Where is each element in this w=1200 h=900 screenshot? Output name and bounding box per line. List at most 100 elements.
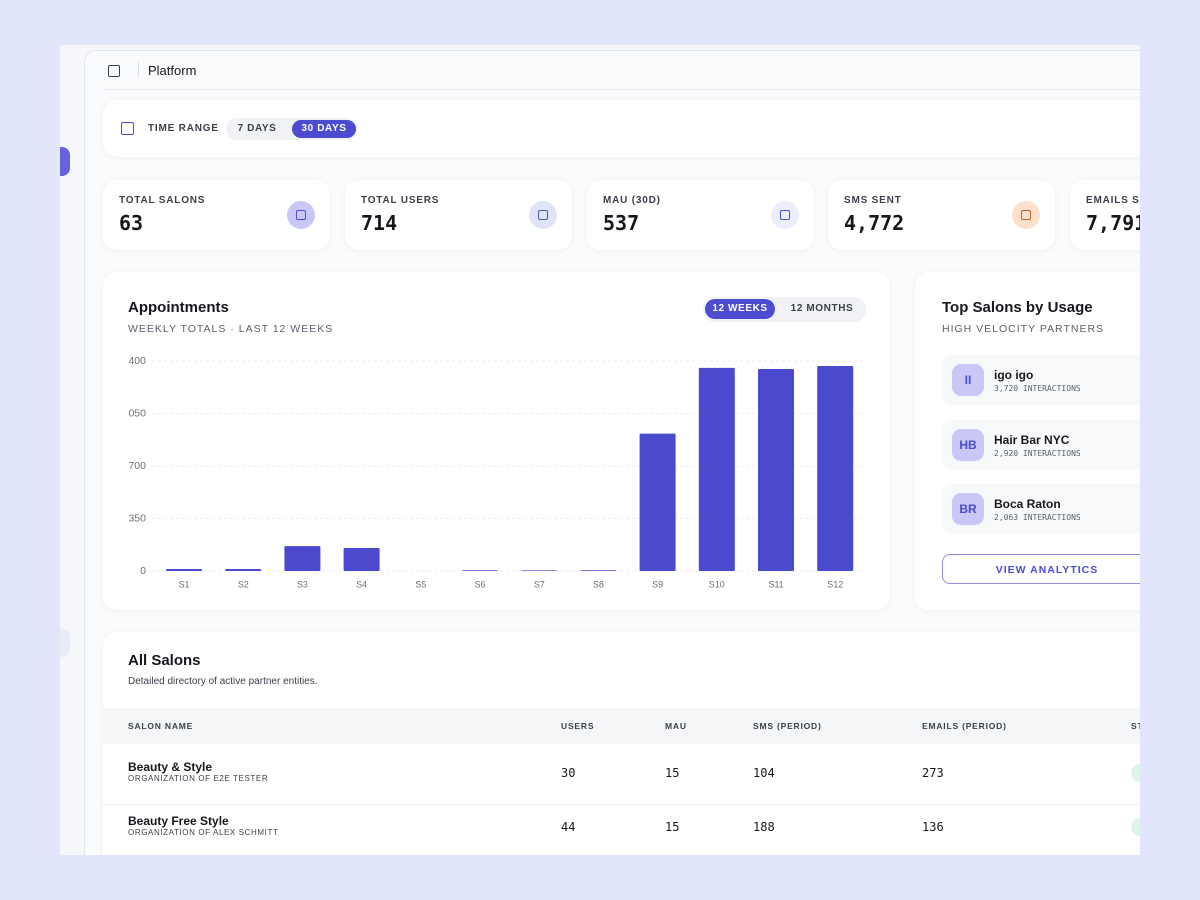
y-tick-label: 0 bbox=[140, 565, 146, 577]
bar bbox=[817, 365, 854, 571]
x-tick-label: S12 bbox=[827, 579, 843, 589]
table-cell: 273 bbox=[922, 766, 944, 780]
table-cell: 136 bbox=[922, 820, 944, 834]
chart-toggle-option[interactable]: 12 MONTHS bbox=[790, 303, 854, 314]
status-badge bbox=[1131, 818, 1140, 836]
chart-title: Appointments bbox=[128, 299, 229, 316]
stat-icon-glyph bbox=[538, 210, 548, 220]
table-cell: 15 bbox=[665, 766, 680, 780]
calendar-icon bbox=[121, 122, 134, 135]
bar bbox=[225, 569, 262, 571]
salon-name: Boca Raton bbox=[994, 497, 1061, 511]
table-cell: 104 bbox=[753, 766, 775, 780]
x-tick-label: S1 bbox=[178, 579, 189, 589]
salon-detail: 2,063 INTERACTIONS bbox=[994, 513, 1081, 522]
bar bbox=[462, 570, 498, 571]
top-salons-subtitle: HIGH VELOCITY PARTNERS bbox=[942, 323, 1105, 335]
salon-detail: 2,920 INTERACTIONS bbox=[994, 448, 1081, 458]
time-range-label: TIME RANGE bbox=[148, 123, 219, 134]
table-title: All Salons bbox=[128, 652, 201, 669]
x-tick-label: S6 bbox=[474, 579, 485, 589]
x-tick-label: S2 bbox=[238, 579, 249, 589]
header-rule bbox=[104, 89, 1140, 90]
column-header: EMAILS (PERIOD) bbox=[922, 721, 1007, 731]
stat-value: 4,772 bbox=[844, 211, 905, 235]
table-cell: 15 bbox=[665, 820, 680, 834]
row-divider bbox=[103, 804, 1140, 805]
x-tick-label: S3 bbox=[297, 579, 308, 589]
stat-icon-glyph bbox=[1021, 210, 1031, 220]
x-tick-label: S4 bbox=[356, 579, 367, 589]
table-subtitle: Detailed directory of active partner ent… bbox=[128, 676, 318, 687]
sidebar-toggle-icon[interactable] bbox=[108, 65, 120, 77]
column-header: STATUS bbox=[1131, 721, 1140, 731]
salon-detail: 3,720 INTERACTIONS bbox=[994, 384, 1081, 393]
bar bbox=[521, 570, 558, 571]
stat-label: MAU (30D) bbox=[603, 195, 661, 206]
salon-name-cell: Beauty Free Style bbox=[128, 814, 229, 828]
y-tick-label: 700 bbox=[128, 460, 146, 472]
x-tick-label: S11 bbox=[768, 579, 783, 589]
y-tick-label: 400 bbox=[128, 355, 146, 367]
stat-value: 7,791 bbox=[1086, 211, 1140, 235]
stat-icon bbox=[287, 201, 315, 229]
stat-icon bbox=[771, 201, 799, 229]
header-divider bbox=[138, 62, 139, 78]
stat-label: EMAILS SENT bbox=[1086, 195, 1140, 206]
column-header: MAU bbox=[665, 721, 687, 731]
chart-toggle-active[interactable]: 12 WEEKS bbox=[705, 299, 775, 319]
range-option[interactable]: 7 DAYS bbox=[237, 123, 277, 134]
bar bbox=[343, 548, 380, 571]
bar bbox=[166, 569, 202, 571]
table-cell: 44 bbox=[561, 820, 576, 834]
stat-card bbox=[1070, 180, 1140, 250]
stat-icon-glyph bbox=[780, 210, 790, 220]
chart-subtitle: WEEKLY TOTALS · LAST 12 WEEKS bbox=[128, 323, 334, 335]
app-window: Platform TIME RANGE 7 DAYS 30 DAYS TOTAL SAL… bbox=[60, 45, 1140, 855]
appointments-chart: 0 350 700 050 400 S1 S2 S3 S4 S5 S6 S7 S8 S9 S10 S11 S12 bbox=[128, 355, 865, 589]
salon-avatar: II bbox=[952, 364, 984, 396]
status-badge bbox=[1131, 764, 1140, 782]
x-tick-label: S8 bbox=[593, 579, 604, 589]
salon-name: Hair Bar NYC bbox=[994, 432, 1070, 447]
stat-value: 714 bbox=[361, 211, 398, 235]
bar bbox=[580, 570, 617, 571]
salon-avatar: HB bbox=[952, 428, 984, 461]
bar bbox=[639, 433, 676, 571]
stat-icon bbox=[529, 201, 557, 229]
y-tick-label: 350 bbox=[128, 512, 146, 524]
bar bbox=[284, 546, 321, 571]
view-analytics-button[interactable]: VIEW ANALYTICS bbox=[942, 554, 1140, 584]
range-option-active[interactable]: 30 DAYS bbox=[292, 120, 356, 138]
x-tick-label: S9 bbox=[652, 579, 663, 589]
stat-label: TOTAL USERS bbox=[361, 195, 440, 206]
stat-label: SMS SENT bbox=[844, 195, 902, 206]
salon-name: igo igo bbox=[994, 368, 1034, 382]
salon-name-cell: Beauty & Style bbox=[128, 760, 213, 774]
salon-org-cell: ORGANIZATION OF E2E TESTER bbox=[128, 774, 269, 783]
stat-icon bbox=[1012, 201, 1040, 229]
table-cell: 30 bbox=[561, 766, 576, 780]
bar bbox=[698, 367, 735, 571]
stat-icon-glyph bbox=[296, 210, 306, 220]
table-cell: 188 bbox=[753, 820, 775, 834]
y-tick-label: 050 bbox=[128, 407, 146, 419]
table-header-row bbox=[103, 708, 1140, 744]
salon-org-cell: ORGANIZATION OF ALEX SCHMITT bbox=[128, 828, 279, 837]
header-title: Platform bbox=[148, 63, 197, 78]
stat-value: 537 bbox=[603, 211, 640, 235]
column-header: USERS bbox=[561, 721, 595, 731]
salon-avatar: BR bbox=[952, 493, 984, 525]
x-tick-label: S10 bbox=[709, 579, 725, 589]
column-header: SMS (PERIOD) bbox=[753, 721, 822, 731]
stat-label: TOTAL SALONS bbox=[119, 195, 206, 206]
sidebar-active-tab[interactable] bbox=[60, 147, 70, 176]
stat-value: 63 bbox=[119, 211, 144, 235]
bar bbox=[758, 368, 794, 571]
x-tick-label: S5 bbox=[415, 579, 426, 589]
column-header: SALON NAME bbox=[128, 721, 194, 731]
top-salons-title: Top Salons by Usage bbox=[942, 299, 1093, 316]
sidebar-tab[interactable] bbox=[60, 629, 70, 657]
x-tick-label: S7 bbox=[534, 579, 545, 589]
